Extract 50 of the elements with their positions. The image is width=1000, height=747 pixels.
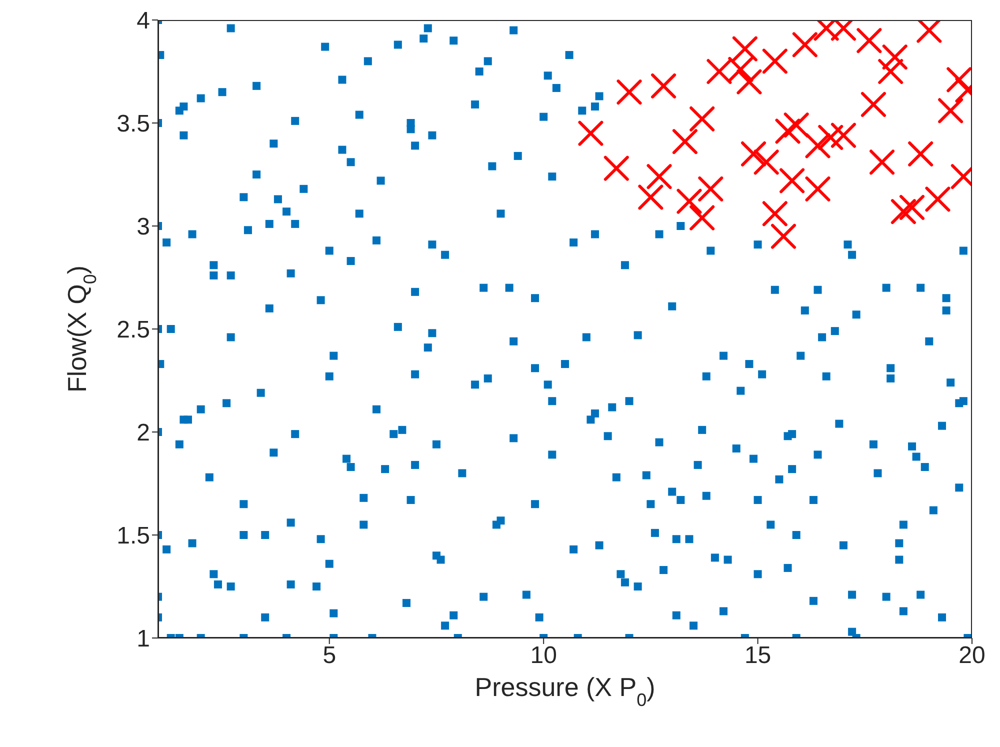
point — [780, 168, 805, 194]
x-tick-label: 10 — [530, 642, 557, 670]
point — [860, 92, 886, 117]
point — [732, 36, 758, 62]
point — [604, 156, 629, 181]
x-axis-title: Pressure (X P$_{0}$) — [474, 672, 656, 710]
point — [925, 186, 950, 212]
point — [741, 141, 766, 166]
y-tick-label: 2 — [136, 420, 150, 447]
y-tick-label: 3.5 — [116, 110, 150, 138]
point — [736, 69, 762, 94]
point — [762, 48, 788, 74]
point — [775, 118, 800, 144]
point — [890, 199, 916, 224]
point — [638, 184, 664, 210]
y-tick-label: 1.5 — [116, 522, 150, 550]
point — [792, 32, 818, 58]
point — [870, 150, 895, 175]
point — [690, 205, 715, 230]
point — [578, 120, 604, 146]
point — [646, 164, 672, 190]
point — [672, 129, 698, 154]
y-tick-label: 3 — [136, 214, 150, 241]
point — [770, 224, 796, 249]
point — [805, 176, 830, 202]
point — [690, 106, 715, 132]
point — [651, 73, 676, 98]
point — [938, 98, 964, 124]
point — [856, 28, 882, 54]
point — [878, 59, 904, 84]
y-tick-label: 4 — [136, 8, 150, 35]
point — [784, 112, 809, 138]
x-tick-label: 20 — [958, 642, 986, 670]
y-tick-label: 1 — [136, 626, 150, 653]
point — [754, 150, 779, 175]
point — [818, 124, 844, 150]
x-tick-label: 5 — [322, 642, 336, 670]
point — [676, 188, 702, 214]
point — [698, 176, 724, 202]
y-tick-label: 2.5 — [116, 316, 150, 344]
point — [882, 44, 908, 70]
point — [908, 141, 934, 166]
point — [616, 80, 642, 105]
point — [946, 67, 972, 92]
point — [830, 122, 856, 148]
point — [805, 133, 830, 158]
point — [762, 201, 788, 226]
point — [900, 194, 925, 220]
x-tick-label: 15 — [744, 642, 772, 670]
point — [916, 20, 942, 43]
